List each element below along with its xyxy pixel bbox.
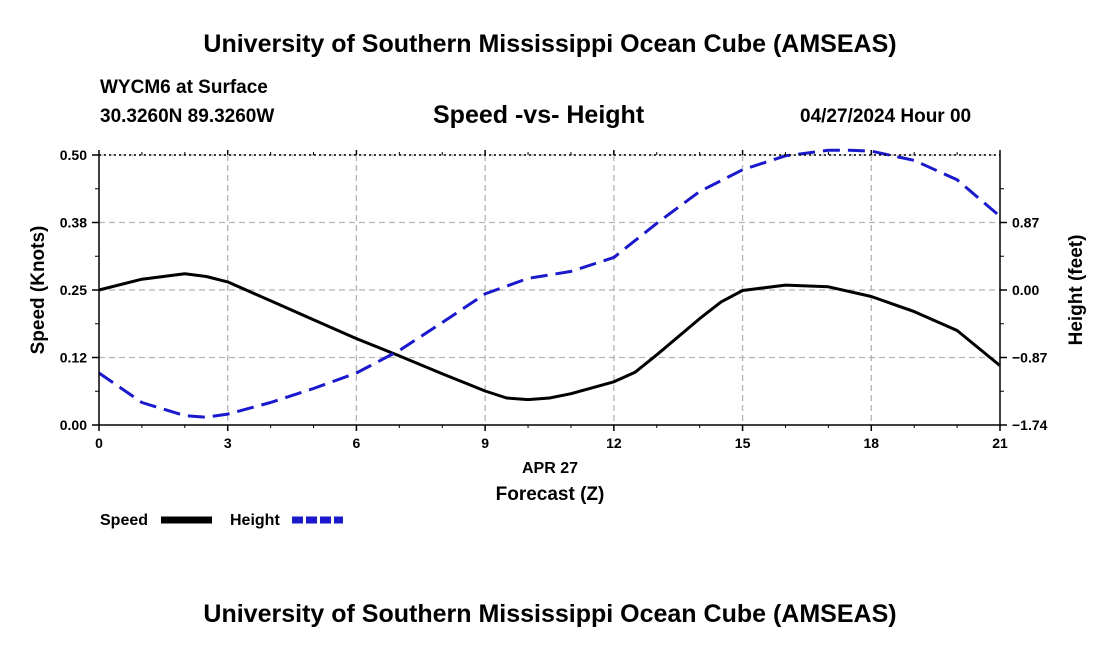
x-tick-label: 6	[353, 435, 361, 451]
x-axis-label: Forecast (Z)	[496, 484, 605, 505]
y2-tick-label: 0.87	[1012, 215, 1039, 231]
x-tick-label: 3	[224, 435, 232, 451]
y2-axis-label: Height (feet)	[1066, 235, 1087, 346]
y2-tick-label: −0.87	[1012, 350, 1048, 366]
y-axis-label: Speed (Knots)	[28, 226, 49, 355]
page-title: University of Southern Mississippi Ocean…	[203, 30, 897, 58]
speed-series-line	[98, 272, 1001, 402]
x-tick-label: 18	[863, 435, 879, 451]
x-tick-label: 21	[992, 435, 1008, 451]
y-tick-label: 0.25	[60, 282, 87, 298]
legend-height-label: Height	[230, 512, 280, 529]
footer-title: University of Southern Mississippi Ocean…	[203, 600, 897, 628]
station-coordinates: 30.3260N 89.3260W	[100, 106, 275, 127]
x-date-label: APR 27	[522, 460, 578, 477]
x-tick-label: 15	[735, 435, 751, 451]
x-tick-label: 0	[95, 435, 103, 451]
x-tick-label: 9	[481, 435, 489, 451]
legend-speed-label: Speed	[100, 512, 148, 529]
y-tick-label: 0.50	[60, 147, 87, 163]
y-tick-label: 0.38	[60, 215, 87, 231]
chart-title: Speed -vs- Height	[433, 101, 645, 129]
x-tick-label: 12	[606, 435, 622, 451]
y2-tick-label: 0.00	[1012, 282, 1039, 298]
station-label: WYCM6 at Surface	[100, 77, 268, 98]
y2-tick-label: −1.74	[1012, 417, 1048, 433]
y-tick-label: 0.12	[60, 350, 87, 366]
y-tick-label: 0.00	[60, 417, 87, 433]
height-series-line	[98, 148, 1001, 419]
forecast-datetime: 04/27/2024 Hour 00	[800, 106, 972, 127]
